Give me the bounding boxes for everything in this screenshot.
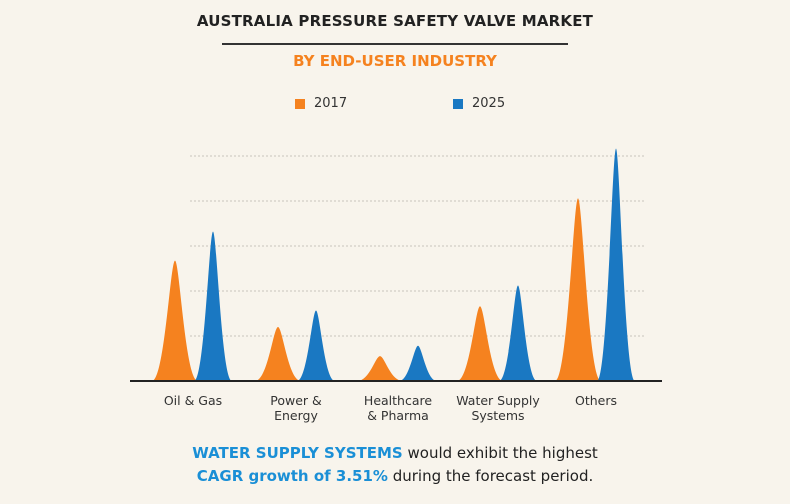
peak-2025-3 xyxy=(499,285,537,381)
title-underline xyxy=(222,43,568,45)
chart-area: Oil & Gas Power & Energy Healthcare & Pharma… xyxy=(130,148,662,423)
legend-swatch-2017 xyxy=(295,98,305,109)
peak-2025-1 xyxy=(297,310,335,381)
x-tick-label: Water Supply Systems xyxy=(456,393,540,423)
peak-2025-4 xyxy=(597,148,635,381)
legend-item-2017: 2017 xyxy=(295,96,347,111)
peak-2017-0 xyxy=(152,260,198,381)
legend: 2017 2025 xyxy=(0,96,790,116)
footer-line-1: WATER SUPPLY SYSTEMS would exhibit the h… xyxy=(0,442,790,465)
legend-label-2017: 2017 xyxy=(314,96,348,111)
peak-2025-2 xyxy=(399,345,437,381)
footer-text-2: during the forecast period. xyxy=(387,467,594,485)
peak-2017-4 xyxy=(555,198,601,381)
peak-2017-3 xyxy=(457,306,503,381)
chart-subtitle: BY END-USER INDUSTRY xyxy=(293,52,497,70)
x-tick-label: Oil & Gas xyxy=(164,393,222,408)
footer-line-2: CAGR growth of 3.51% during the forecast… xyxy=(0,465,790,488)
peak-2017-1 xyxy=(255,327,301,381)
chart-title: AUSTRALIA PRESSURE SAFETY VALVE MARKET xyxy=(196,12,594,30)
footer-highlight-1: WATER SUPPLY SYSTEMS xyxy=(192,444,403,462)
x-tick-label: Healthcare & Pharma xyxy=(364,393,432,423)
x-tick-label: Power & Energy xyxy=(270,393,322,423)
footer-note: WATER SUPPLY SYSTEMS would exhibit the h… xyxy=(0,442,790,488)
legend-swatch-2025 xyxy=(453,98,463,109)
x-tick-label: Others xyxy=(575,393,617,408)
legend-item-2025: 2025 xyxy=(453,96,505,111)
legend-label-2025: 2025 xyxy=(472,96,506,111)
peak-2025-0 xyxy=(194,231,232,381)
footer-text-1: would exhibit the highest xyxy=(402,444,598,462)
footer-highlight-2: CAGR growth of 3.51% xyxy=(196,467,388,485)
peak-2017-2 xyxy=(357,356,403,381)
